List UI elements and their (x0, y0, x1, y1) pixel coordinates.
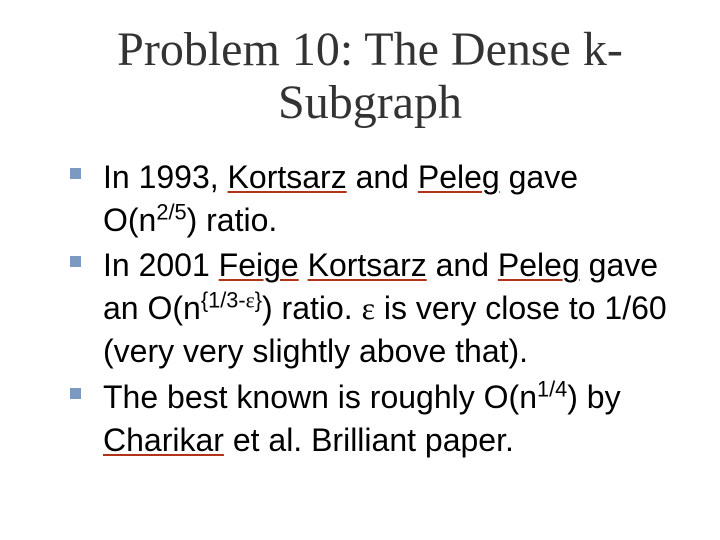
bullet-row: In 2001 Feige Kortsarz and Peleg gave an… (70, 244, 680, 374)
title-line-1: Problem 10: The Dense k- (117, 23, 623, 76)
title-line-2: Subgraph (278, 76, 462, 129)
bullet-square-icon (70, 388, 81, 399)
bullet-text: In 2001 Feige Kortsarz and Peleg gave an… (103, 244, 680, 374)
bullet-row: The best known is roughly O(n1/4) by Cha… (70, 376, 680, 462)
slide-title: Problem 10: The Dense k- Subgraph (60, 24, 680, 130)
bullet-row: In 1993, Kortsarz and Peleg gave O(n2/5)… (70, 156, 680, 242)
bullet-text: In 1993, Kortsarz and Peleg gave O(n2/5)… (103, 156, 680, 242)
slide: Problem 10: The Dense k- Subgraph In 199… (0, 0, 720, 540)
bullet-square-icon (70, 256, 81, 267)
slide-body: In 1993, Kortsarz and Peleg gave O(n2/5)… (60, 156, 680, 462)
bullet-square-icon (70, 168, 81, 179)
bullet-text: The best known is roughly O(n1/4) by Cha… (103, 376, 680, 462)
